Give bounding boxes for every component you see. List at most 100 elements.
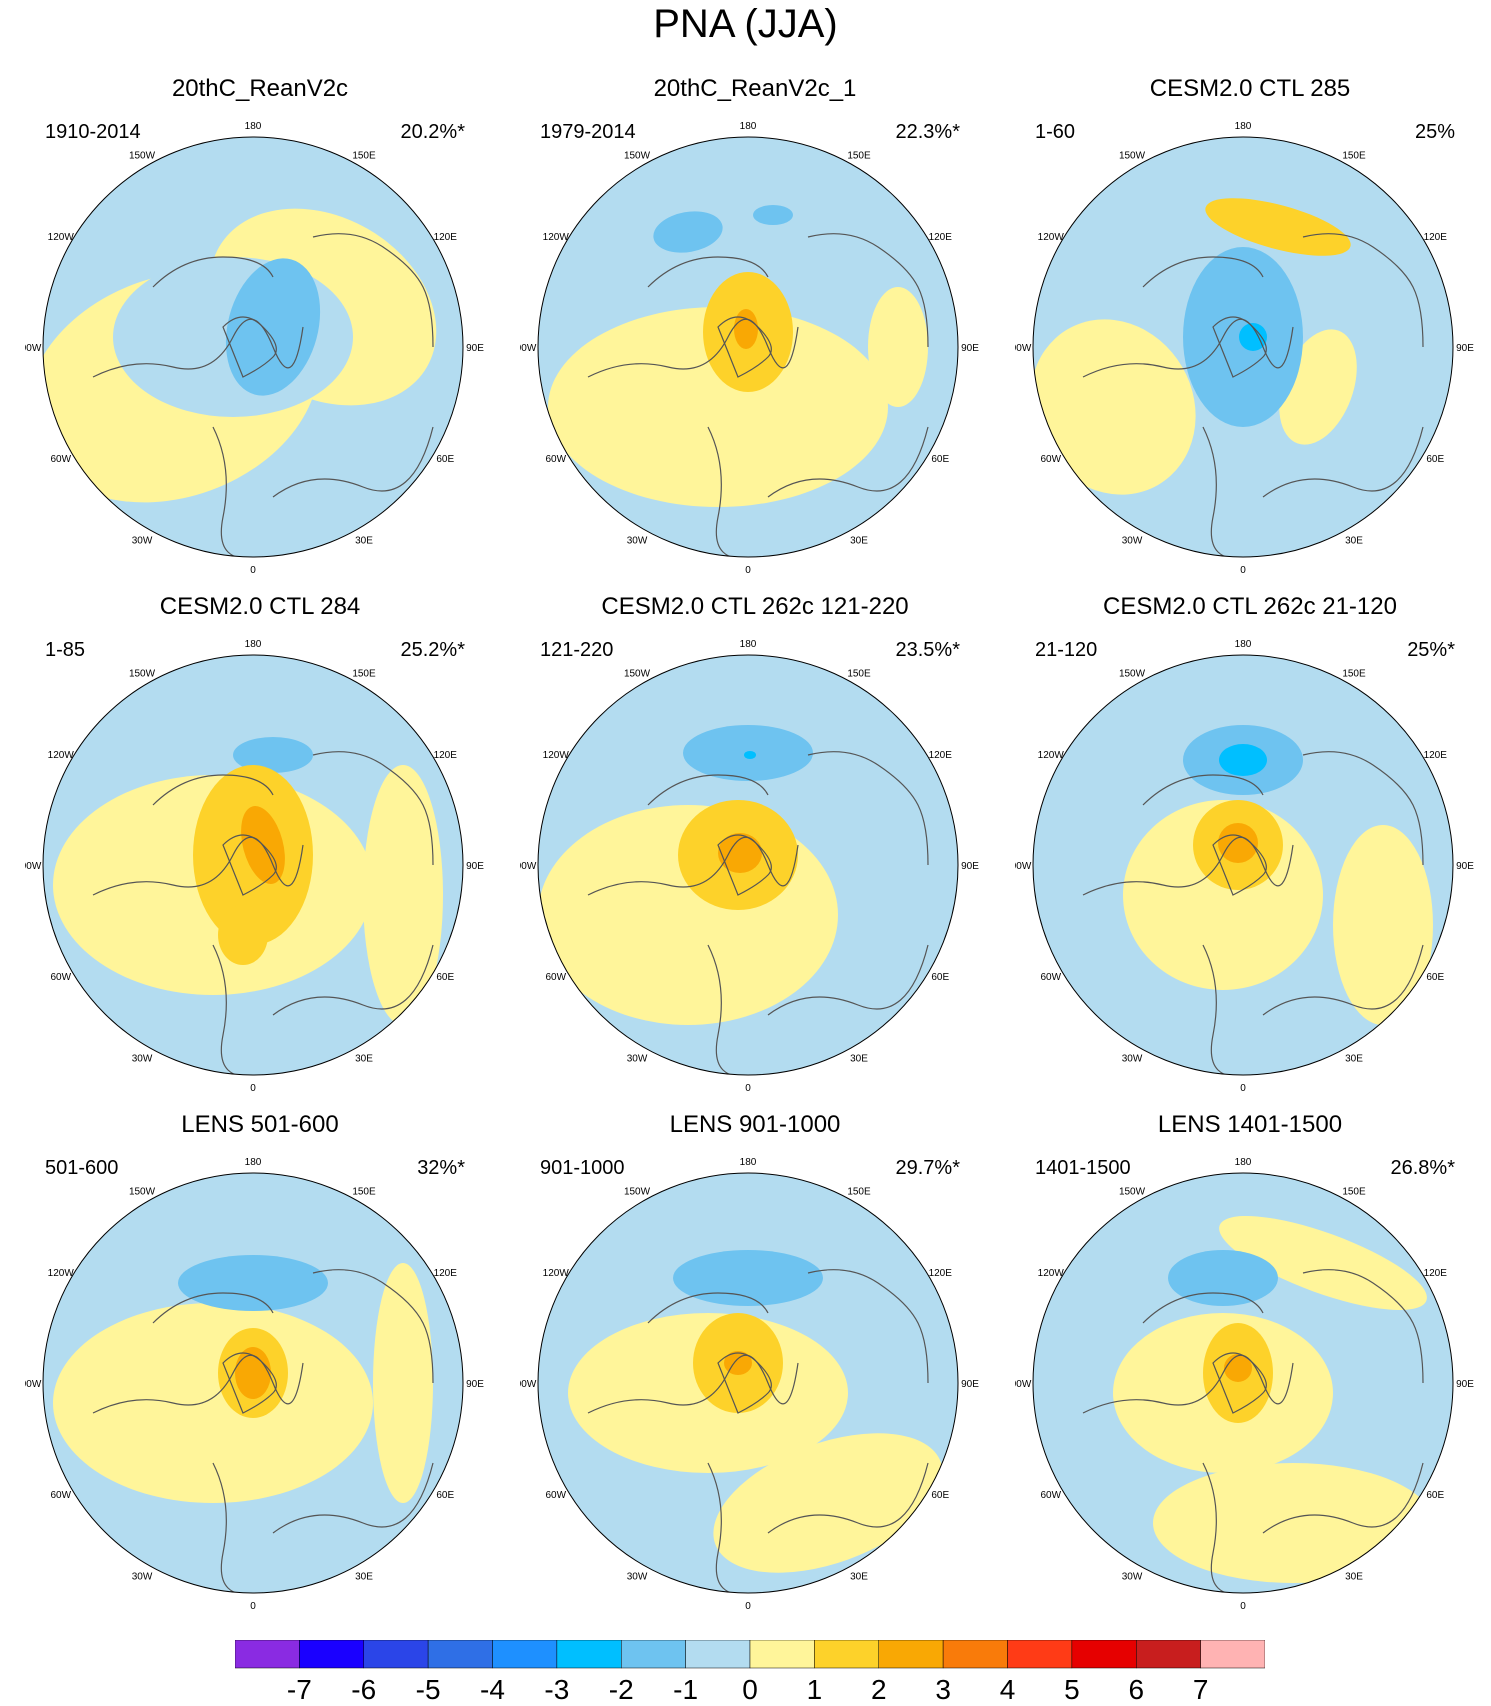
panel-title: 20thC_ReanV2c_1 bbox=[653, 75, 857, 102]
panel-variance-percent: 32%* bbox=[417, 1157, 465, 1179]
longitude-label: 120W bbox=[1038, 1268, 1065, 1279]
polar-map: 180 150E 120E 90E 60E 30E 0 30W 60W 90W 120W 150W bbox=[25, 1157, 484, 1611]
longitude-label: 0 bbox=[745, 1083, 751, 1093]
anomaly-contour bbox=[233, 737, 313, 773]
map-panel: 20thC_ReanV2c_1 1979-2014 22.3%* 180 150E 120… bbox=[520, 75, 990, 575]
coastline bbox=[807, 1269, 929, 1384]
longitude-label: 150E bbox=[1342, 669, 1366, 680]
coastline bbox=[312, 751, 434, 866]
longitude-label: 150E bbox=[352, 151, 376, 162]
panel-variance-percent: 25% bbox=[1414, 121, 1455, 143]
coastline bbox=[1262, 944, 1424, 1016]
longitude-label: 60E bbox=[1426, 454, 1444, 465]
anomaly-contour bbox=[868, 287, 928, 407]
anomaly-contour bbox=[1218, 823, 1258, 863]
anomaly-contour bbox=[744, 751, 756, 759]
longitude-label: 90E bbox=[1456, 861, 1474, 872]
longitude-label: 60E bbox=[436, 972, 454, 983]
panel-title: LENS 901-1000 bbox=[669, 1111, 841, 1138]
longitude-label: 120W bbox=[543, 750, 570, 761]
longitude-label: 90E bbox=[961, 343, 979, 354]
colorbar-label: 3 bbox=[935, 1674, 951, 1705]
longitude-label: 0 bbox=[1240, 565, 1246, 575]
longitude-label: 150E bbox=[1342, 1187, 1366, 1198]
longitude-label: 30W bbox=[627, 535, 648, 546]
longitude-label: 30E bbox=[1345, 1571, 1363, 1582]
longitude-label: 180 bbox=[740, 121, 757, 132]
anomaly-contour bbox=[1239, 323, 1267, 351]
coastline bbox=[1212, 1352, 1267, 1414]
coastline bbox=[1262, 1462, 1424, 1534]
coastline bbox=[587, 836, 799, 896]
longitude-label: 150W bbox=[1119, 151, 1146, 162]
polar-map: 180 150E 120E 90E 60E 30E 0 30W 60W 90W 120W 150W bbox=[520, 121, 979, 575]
longitude-label: 60W bbox=[545, 972, 566, 983]
longitude-label: 30W bbox=[132, 1571, 153, 1582]
longitude-label: 120W bbox=[48, 750, 75, 761]
panel-period: 1-85 bbox=[45, 639, 86, 661]
coastline bbox=[807, 751, 929, 866]
coastline bbox=[222, 834, 277, 896]
coastline bbox=[272, 1462, 434, 1534]
coastline bbox=[272, 426, 434, 498]
anomaly-contour bbox=[1219, 744, 1267, 776]
coastline bbox=[587, 318, 799, 378]
longitude-label: 120E bbox=[434, 750, 458, 761]
longitude-label: 150W bbox=[624, 669, 651, 680]
longitude-label: 120E bbox=[434, 1268, 458, 1279]
longitude-label: 90E bbox=[466, 343, 484, 354]
polar-map: 180 150E 120E 90E 60E 30E 0 30W 60W 90W 120W 150W bbox=[1015, 1157, 1474, 1611]
longitude-label: 120W bbox=[48, 232, 75, 243]
colorbar-swatch bbox=[235, 1640, 300, 1669]
map-panel: CESM2.0 CTL 285 1-60 25% 180 150E 120E 90E 60E 3… bbox=[1015, 75, 1485, 575]
coastline bbox=[1212, 834, 1267, 896]
colorbar-label: 2 bbox=[870, 1674, 887, 1705]
longitude-label: 120E bbox=[929, 232, 953, 243]
polar-map: 180 150E 120E 90E 60E 30E 0 30W 60W 90W 120W 150W bbox=[1015, 639, 1474, 1093]
longitude-label: 150E bbox=[847, 1187, 871, 1198]
main-title: PNA (JJA) bbox=[653, 2, 838, 46]
longitude-label: 150E bbox=[847, 669, 871, 680]
longitude-label: 90E bbox=[466, 1379, 484, 1390]
anomaly-contour bbox=[235, 1347, 271, 1399]
colorbar-label: -2 bbox=[608, 1674, 634, 1705]
longitude-label: 120W bbox=[48, 1268, 75, 1279]
colorbar-label: 1 bbox=[806, 1674, 823, 1705]
longitude-label: 90E bbox=[961, 1379, 979, 1390]
colorbar-swatch bbox=[685, 1640, 751, 1669]
longitude-label: 90W bbox=[1015, 861, 1032, 872]
longitude-label: 120E bbox=[929, 1268, 953, 1279]
coastline bbox=[222, 316, 277, 378]
longitude-label: 60E bbox=[436, 454, 454, 465]
coastline bbox=[1142, 774, 1264, 806]
anomaly-contour bbox=[1205, 198, 1351, 256]
colorbar-label: -1 bbox=[673, 1674, 699, 1705]
longitude-label: 180 bbox=[740, 639, 757, 650]
longitude-label: 60E bbox=[931, 1490, 949, 1501]
coastline bbox=[92, 318, 304, 378]
longitude-label: 90W bbox=[25, 861, 42, 872]
longitude-label: 180 bbox=[1235, 121, 1252, 132]
coastline bbox=[1082, 836, 1294, 896]
longitude-label: 0 bbox=[250, 565, 256, 575]
coastline bbox=[647, 256, 769, 288]
panel-period: 121-220 bbox=[540, 639, 614, 661]
longitude-label: 60W bbox=[1040, 972, 1061, 983]
panel-variance-percent: 25.2%* bbox=[400, 639, 466, 661]
anomaly-contour bbox=[218, 905, 268, 965]
longitude-label: 90W bbox=[520, 343, 537, 354]
longitude-label: 30W bbox=[132, 1053, 153, 1064]
coastline bbox=[92, 836, 304, 896]
coastline bbox=[1202, 1462, 1254, 1593]
coastline bbox=[647, 1292, 769, 1324]
colorbar-label: -4 bbox=[480, 1674, 505, 1705]
colorbar-swatch bbox=[427, 1640, 493, 1669]
coastline bbox=[647, 774, 769, 806]
coastline bbox=[152, 256, 274, 288]
longitude-label: 60E bbox=[1426, 972, 1444, 983]
map-panel: CESM2.0 CTL 262c 21-120 21-120 25%* 180 150E… bbox=[1015, 593, 1485, 1093]
panel-period: 1910-2014 bbox=[45, 121, 141, 143]
anomaly-contour bbox=[653, 211, 723, 253]
anomaly-contour bbox=[1333, 825, 1433, 1025]
anomaly-contour bbox=[724, 1351, 752, 1375]
